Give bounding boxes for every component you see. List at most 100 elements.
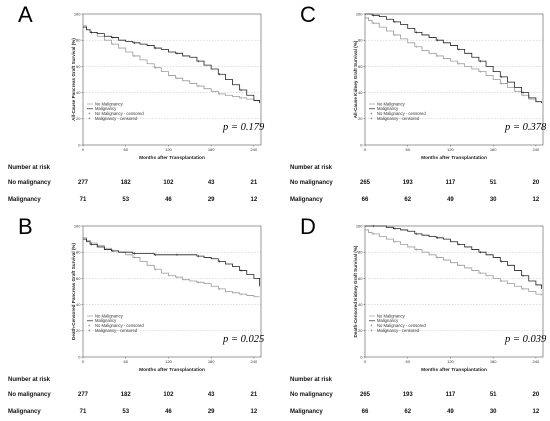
legend-censor-swatch: +	[88, 116, 91, 121]
panel-b: B 0 20 40 60 80 100 0 60 120 180 240 Death-Censored …	[0, 212, 268, 421]
legend-entry: No Malignancy	[377, 101, 406, 106]
risk-count: 182	[120, 180, 131, 186]
risk-count: 71	[79, 409, 87, 415]
risk-count: 182	[120, 392, 131, 398]
risk-count: 43	[207, 180, 215, 186]
plot-frame	[82, 13, 262, 146]
km-plot-d: D 0 20 40 60 80 100 0 60 120 180 240 Death-Censored …	[300, 214, 547, 373]
x-axis-label: Months after Transplantation	[421, 367, 487, 373]
risk-count: 71	[79, 197, 87, 203]
y-tick-label: 80	[76, 38, 81, 43]
x-tick-label: 240	[533, 147, 540, 152]
y-tick-label: 20	[358, 116, 363, 121]
y-tick-label: 80	[358, 38, 363, 43]
x-tick-label: 60	[123, 359, 128, 364]
risk-count: 30	[489, 409, 497, 415]
risk-table-title: Number at risk	[290, 165, 333, 171]
x-tick-label: 120	[165, 359, 172, 364]
legend-entry: No Malignancy - censored	[377, 111, 426, 116]
risk-count: 66	[361, 197, 369, 203]
x-tick-label: 0	[82, 359, 85, 364]
km-curve-no-malignancy	[365, 229, 542, 296]
risk-count: 62	[404, 197, 412, 203]
x-tick-label: 60	[405, 359, 410, 364]
km-curve-no-malignancy	[365, 17, 542, 104]
y-tick-label: 60	[358, 276, 363, 281]
km-plot-b: B 0 20 40 60 80 100 0 60 120 180 240 Death-Censored …	[18, 214, 264, 373]
y-tick-label: 40	[76, 302, 81, 307]
risk-count: 102	[163, 392, 174, 398]
legend-censor-swatch: +	[88, 323, 91, 328]
x-tick-label: 0	[364, 147, 367, 152]
x-tick-label: 60	[405, 147, 410, 152]
risk-count: 53	[122, 409, 130, 415]
panel-a: A 0 20 40 60 80 100 0 60 120 180 240 All-Cause Pancr…	[0, 0, 268, 209]
plot-frame	[82, 225, 262, 358]
x-tick-label: 240	[251, 147, 258, 152]
y-tick-label: 80	[76, 250, 81, 255]
y-tick-label: 60	[76, 276, 81, 281]
risk-row-label: Malignancy	[290, 197, 323, 203]
risk-count: 12	[532, 409, 540, 415]
risk-count: 117	[445, 392, 456, 398]
legend-entry: No Malignancy - censored	[377, 323, 426, 328]
y-tick-label: 40	[358, 302, 363, 307]
plot-frame	[364, 225, 544, 358]
risk-count: 46	[165, 409, 172, 415]
risk-count: 102	[163, 180, 174, 186]
y-tick-label: 40	[358, 90, 363, 95]
legend-censor-swatch: +	[88, 111, 91, 116]
risk-table-title: Number at risk	[8, 377, 51, 383]
panel-letter: C	[300, 2, 316, 27]
y-tick-label: 0	[360, 142, 363, 147]
legend-entry: Malignancy - censored	[377, 116, 420, 121]
y-tick-label: 100	[74, 223, 81, 228]
y-axis-label: All-Cause Pancreas Graft Survival (%)	[71, 38, 76, 121]
x-tick-label: 240	[251, 359, 258, 364]
risk-count: 49	[447, 409, 454, 415]
legend-entry: No Malignancy	[95, 101, 124, 106]
risk-row-label: Malignancy	[8, 197, 41, 203]
risk-count: 12	[250, 409, 258, 415]
risk-table-title: Number at risk	[290, 377, 333, 383]
legend-entry: No Malignancy - censored	[95, 323, 144, 328]
risk-count: 46	[165, 197, 172, 203]
risk-row-label: Malignancy	[290, 409, 323, 415]
x-tick-label: 120	[447, 147, 454, 152]
panel-letter: D	[300, 214, 316, 239]
p-value: p = 0.378	[504, 122, 547, 133]
km-curve-malignancy	[365, 13, 542, 104]
y-tick-label: 100	[356, 223, 363, 228]
legend-entry: Malignancy	[95, 106, 117, 111]
risk-row-label: No malignancy	[8, 392, 51, 398]
y-axis-label: All-Cause Kidney Graft Survival (%)	[353, 40, 358, 118]
panel-letter: A	[18, 2, 33, 27]
y-tick-label: 0	[360, 354, 363, 359]
risk-count: 265	[359, 180, 371, 186]
legend-censor-swatch: +	[370, 116, 373, 121]
km-curve-no-malignancy	[83, 25, 260, 102]
panel-c: C 0 20 40 60 80 100 0 60 120 180 240 All-Cause Kidne…	[282, 0, 550, 209]
legend-entry: Malignancy	[377, 106, 399, 111]
risk-count: 51	[489, 392, 497, 398]
km-curve-malignancy	[365, 225, 542, 289]
legend-censor-swatch: +	[370, 111, 373, 116]
risk-count: 49	[447, 197, 454, 203]
x-axis-label: Months after Transplantation	[421, 155, 487, 161]
risk-count: 20	[532, 180, 540, 186]
km-plot-a: A 0 20 40 60 80 100 0 60 120 180 240 All-Cause Pancr…	[18, 2, 265, 161]
km-curve-no-malignancy	[83, 237, 260, 298]
x-axis-label: Months after Transplantation	[139, 367, 205, 373]
legend-censor-swatch: +	[88, 328, 91, 333]
risk-count: 21	[250, 392, 258, 398]
risk-count: 62	[404, 409, 412, 415]
risk-row-label: No malignancy	[290, 392, 333, 398]
risk-count: 193	[402, 392, 413, 398]
x-tick-label: 180	[208, 359, 215, 364]
risk-row-label: Malignancy	[8, 409, 41, 415]
x-tick-label: 60	[123, 147, 128, 152]
km-plot-c: C 0 20 40 60 80 100 0 60 120 180 240 All-Cause Kidne…	[300, 2, 547, 161]
legend-entry: Malignancy - censored	[95, 328, 138, 333]
risk-count: 21	[250, 180, 258, 186]
risk-count: 43	[207, 392, 215, 398]
